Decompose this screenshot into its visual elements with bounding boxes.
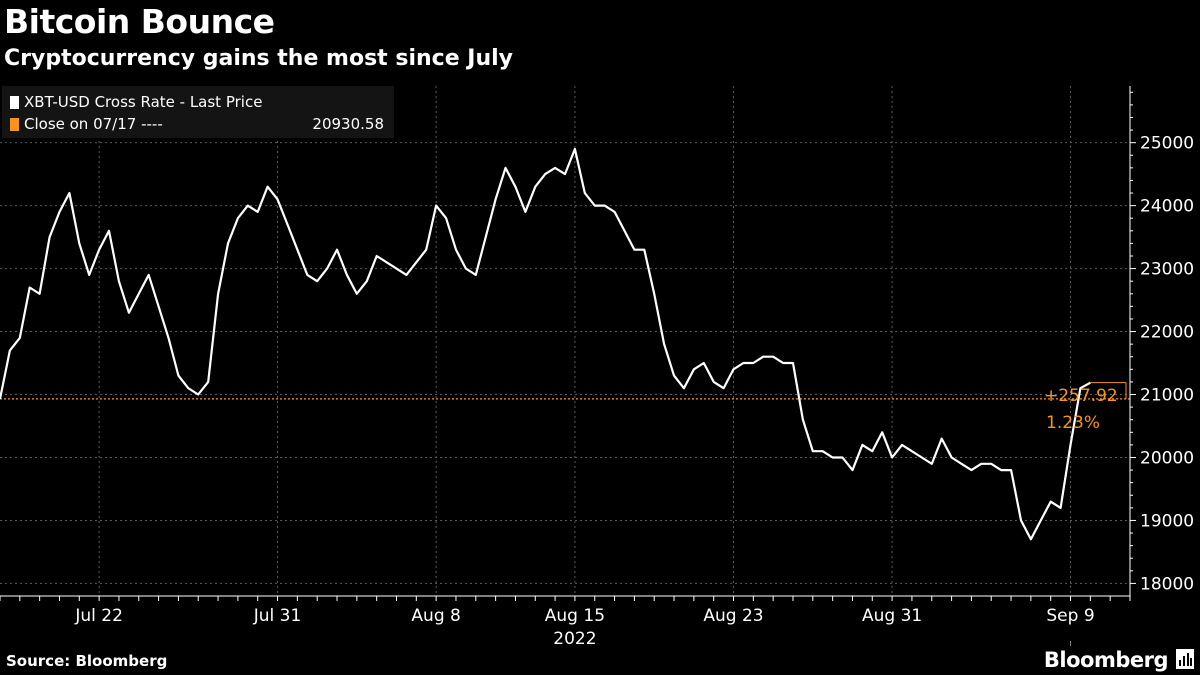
x-tick-label: Jul 22 — [74, 606, 123, 626]
change-value-label: +257.92 — [1044, 386, 1118, 406]
legend-label-price: XBT-USD Cross Rate - Last Price — [24, 93, 263, 111]
chart-subtitle: Cryptocurrency gains the most since July — [4, 46, 514, 71]
x-tick-label: Aug 23 — [703, 606, 763, 626]
change-pct-label: 1.23% — [1046, 413, 1100, 433]
series-group — [0, 147, 1091, 541]
x-tick-label: Aug 31 — [862, 606, 922, 626]
x-tick-label: Jul 31 — [253, 606, 302, 626]
x-year-label: 2022 — [553, 629, 596, 649]
legend-swatch-price — [10, 95, 19, 109]
chart-gridlines — [0, 86, 1130, 596]
legend-item-price: XBT-USD Cross Rate - Last Price — [10, 91, 388, 113]
x-tick-label: Sep 9 — [1046, 606, 1094, 626]
y-tick-label: 23000 — [1140, 260, 1194, 280]
source-note: Source: Bloomberg — [6, 652, 168, 670]
chart-title: Bitcoin Bounce — [4, 2, 275, 41]
x-tick-label: Aug 15 — [545, 606, 605, 626]
y-tick-label: 25000 — [1140, 134, 1194, 154]
legend-swatch-close — [10, 117, 19, 131]
brand-logo: Bloomberg — [1043, 648, 1169, 672]
y-tick-label: 21000 — [1140, 386, 1194, 406]
y-tick-label: 24000 — [1140, 197, 1194, 217]
chart-legend: XBT-USD Cross Rate - Last Price Close on… — [2, 86, 394, 138]
price-series-line — [0, 147, 1091, 541]
chart-axes: 18000 19000 20000 21000 22000 23000 24000 25000… — [0, 86, 1194, 649]
y-tick-label: 18000 — [1140, 574, 1194, 594]
legend-label-close: Close on 07/17 ---- — [24, 115, 163, 133]
y-tick-label: 20000 — [1140, 448, 1194, 468]
y-tick-label: 19000 — [1140, 511, 1194, 531]
annotation-group: +257.92 1.23% — [1044, 382, 1127, 433]
legend-value-close: 20930.58 — [312, 115, 384, 133]
x-tick-label: Aug 8 — [411, 606, 460, 626]
y-tick-label: 22000 — [1140, 323, 1194, 343]
bloomberg-terminal-icon — [1176, 649, 1194, 669]
legend-item-close: Close on 07/17 ---- 20930.58 — [10, 113, 388, 135]
